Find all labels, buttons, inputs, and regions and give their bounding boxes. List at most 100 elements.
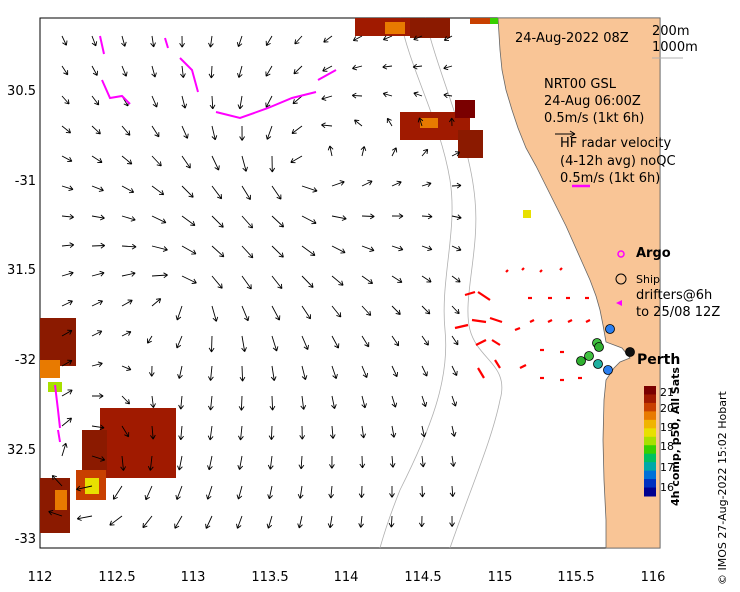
colorbar-tick: 16: [660, 481, 674, 494]
current-arrow: [175, 335, 183, 349]
current-arrow: [361, 180, 373, 187]
current-arrow: [451, 395, 458, 407]
current-arrow: [417, 117, 424, 127]
current-arrow: [91, 270, 105, 277]
current-arrow: [351, 92, 363, 99]
current-arrow: [208, 335, 215, 353]
current-arrow: [301, 365, 308, 381]
current-arrow: [420, 425, 427, 438]
y-tick-label: 30.5: [7, 84, 36, 99]
current-arrow: [207, 365, 214, 381]
current-arrow: [291, 125, 303, 134]
x-tick-label: 112: [27, 570, 53, 585]
current-arrow: [331, 395, 337, 410]
colorbar-tick: 20: [660, 402, 674, 415]
current-arrow: [329, 425, 336, 439]
current-arrow: [61, 242, 75, 249]
current-arrow: [412, 63, 423, 70]
current-arrow: [241, 335, 247, 352]
colorbar-tick: 19: [660, 421, 674, 434]
current-arrow: [391, 365, 399, 378]
current-arrow: [61, 359, 73, 367]
x-tick-label: 115: [487, 570, 513, 585]
current-arrow: [91, 95, 100, 106]
current-arrow: [297, 485, 304, 499]
colorbar-tick: 17: [660, 461, 674, 474]
current-arrow: [91, 155, 103, 163]
date-label: 24-Aug-2022 08Z: [515, 31, 629, 46]
sst-patches: [40, 18, 531, 533]
current-arrow: [391, 305, 401, 315]
current-arrow: [236, 485, 243, 500]
current-arrow: [421, 365, 428, 377]
current-arrow: [91, 330, 103, 337]
current-arrow: [151, 185, 165, 196]
current-arrow: [329, 455, 335, 469]
current-arrow: [76, 515, 93, 521]
colorbar-swatch: [644, 479, 656, 489]
current-arrow: [451, 182, 462, 189]
current-arrow: [451, 275, 461, 283]
current-arrow: [177, 455, 183, 471]
current-arrow: [290, 155, 303, 164]
current-arrow: [211, 305, 219, 322]
current-arrow: [361, 305, 372, 316]
argo-tracks: [54, 35, 337, 443]
current-arrow: [331, 365, 338, 379]
ship-legend-marker: [615, 273, 627, 285]
current-arrow: [331, 180, 345, 187]
current-arrow: [237, 95, 244, 110]
current-arrow: [451, 365, 458, 376]
current-arrow: [390, 425, 397, 438]
current-arrow: [421, 395, 428, 407]
y-tick-label: -33: [14, 532, 36, 547]
current-arrow: [419, 485, 426, 498]
colorbar-label: 4h comp, p50, All Sats: [669, 367, 682, 506]
current-arrow: [391, 180, 402, 187]
current-arrow: [391, 275, 403, 283]
current-arrow: [205, 515, 213, 529]
current-arrow: [265, 95, 273, 108]
current-arrow: [150, 425, 156, 440]
current-arrow: [91, 185, 104, 192]
current-arrow: [265, 35, 273, 46]
current-arrow: [237, 455, 244, 470]
colorbar-tick: 21: [660, 386, 674, 399]
y-tick-label: 32.5: [7, 443, 36, 458]
current-arrow: [352, 35, 363, 42]
current-arrow: [360, 146, 367, 157]
current-arrow: [181, 185, 194, 198]
current-arrow: [209, 95, 216, 110]
current-arrow: [121, 271, 136, 277]
current-arrow: [331, 215, 347, 221]
current-arrow: [91, 361, 103, 368]
colorbar-swatch: [644, 453, 656, 463]
current-arrow: [271, 305, 281, 321]
current-arrow: [151, 298, 162, 307]
current-arrow: [331, 335, 340, 349]
current-arrow: [359, 455, 366, 469]
current-arrow: [327, 145, 334, 157]
colorbar-swatch: [644, 411, 656, 421]
current-arrow: [76, 485, 93, 492]
current-arrow: [51, 474, 63, 487]
current-arrow: [91, 299, 103, 307]
current-arrow: [181, 95, 188, 109]
current-arrow: [61, 35, 68, 46]
current-arrow: [361, 213, 375, 220]
current-arrow: [267, 485, 273, 500]
current-arrow: [418, 515, 425, 528]
y-tick-label: 31.5: [7, 263, 36, 278]
colorbar-swatch: [644, 462, 656, 472]
colorbar-swatch: [644, 394, 656, 404]
current-arrow: [449, 515, 455, 527]
current-arrow: [451, 335, 459, 346]
current-arrow: [358, 485, 365, 498]
current-arrow: [91, 125, 101, 135]
current-arrow: [269, 395, 276, 411]
current-arrow: [361, 365, 369, 378]
current-arrow: [91, 242, 106, 249]
current-arrow: [241, 215, 254, 229]
current-arrow: [208, 65, 215, 79]
current-arrow: [175, 305, 183, 321]
